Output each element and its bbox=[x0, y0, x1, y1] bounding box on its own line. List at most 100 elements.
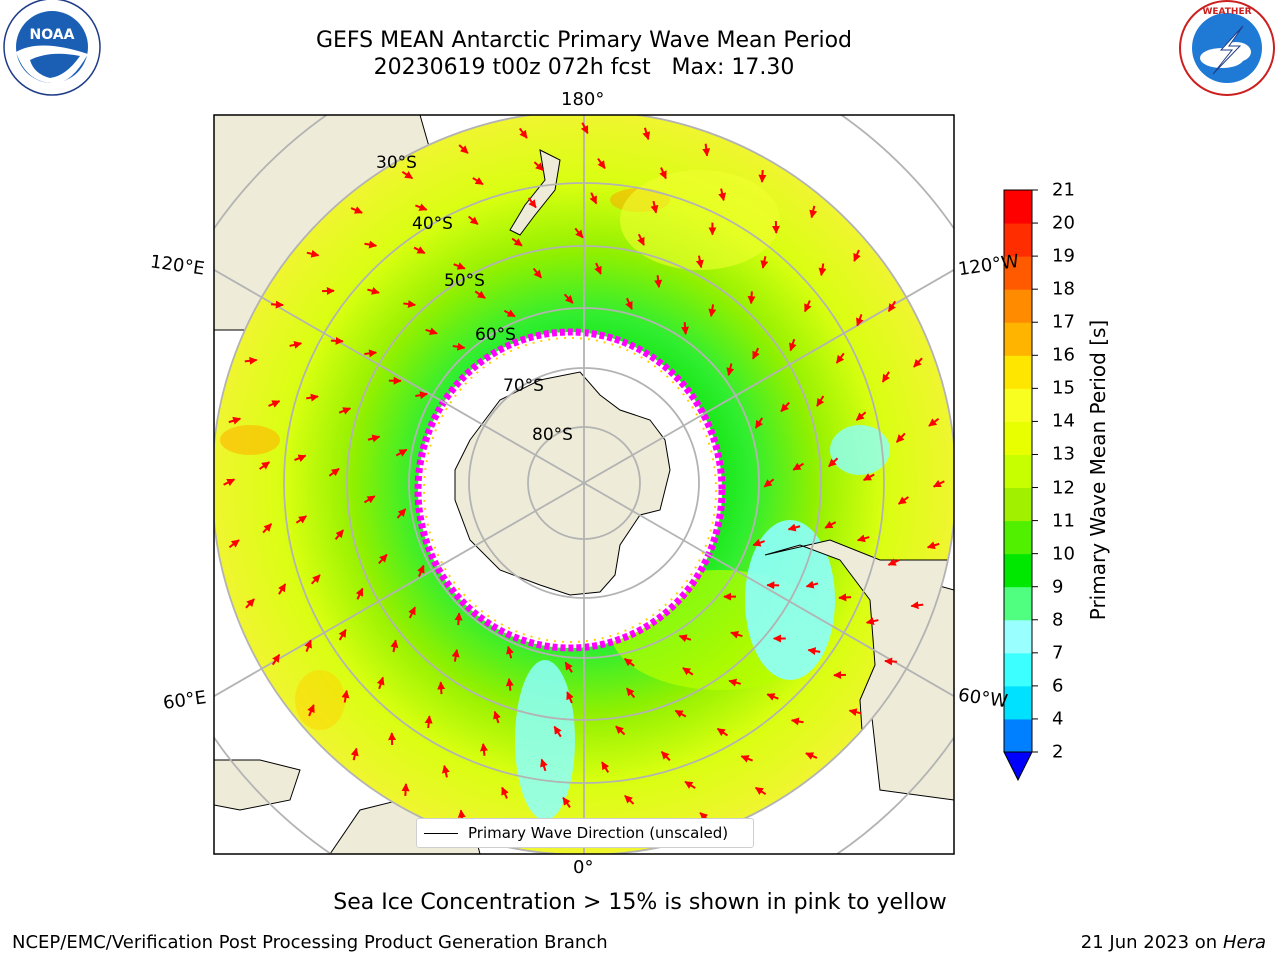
wave-arrow bbox=[527, 197, 537, 209]
africa-land bbox=[214, 759, 301, 811]
colorbar-tick-label: 21 bbox=[1052, 179, 1075, 201]
wave-arrow bbox=[289, 340, 303, 349]
wave-arrow bbox=[862, 473, 875, 482]
colorbar-tick-label: 10 bbox=[1052, 543, 1075, 565]
colorbar-segment bbox=[1004, 190, 1032, 224]
wave-arrow bbox=[594, 262, 602, 275]
wave-arrow bbox=[271, 653, 281, 666]
wave-arrow bbox=[853, 249, 861, 262]
colorbar-label: Primary Wave Mean Period [s] bbox=[1086, 319, 1110, 621]
colorbar-tick-label: 2 bbox=[1052, 741, 1064, 763]
wave-arrow bbox=[702, 143, 711, 157]
wave-arrow bbox=[718, 188, 727, 202]
wave-arrow bbox=[807, 647, 821, 656]
lat-label-60s: 60°S bbox=[475, 325, 516, 345]
graticule bbox=[214, 115, 954, 854]
wave-arrow bbox=[881, 371, 890, 383]
wave-arrow bbox=[468, 215, 479, 226]
wave-arrow bbox=[818, 263, 827, 277]
wave-arrow bbox=[425, 327, 438, 336]
lat-label-70s: 70°S bbox=[503, 376, 544, 396]
wave-arrow bbox=[754, 786, 767, 796]
colorbar-segment bbox=[1004, 421, 1032, 455]
wave-arrow bbox=[453, 262, 466, 270]
colorbar-segment bbox=[1004, 322, 1032, 356]
date-text: 21 Jun 2023 on bbox=[1080, 932, 1218, 953]
wave-arrow bbox=[580, 122, 589, 135]
colorbar-tick-label: 12 bbox=[1052, 477, 1075, 499]
colorbar-segment bbox=[1004, 553, 1032, 588]
colorbar-segment bbox=[1004, 223, 1032, 257]
wave-arrow bbox=[597, 158, 606, 170]
wave-arrow bbox=[563, 293, 574, 304]
wave-arrow bbox=[624, 657, 635, 667]
wave-arrow bbox=[865, 617, 879, 626]
wave-arrow bbox=[268, 400, 281, 408]
wave-direction-arrows bbox=[223, 122, 945, 844]
wave-arrow bbox=[654, 275, 663, 288]
wave-arrow bbox=[228, 539, 240, 549]
wave-arrow bbox=[472, 177, 484, 186]
wave-arrow bbox=[678, 634, 692, 643]
wave-arrow bbox=[493, 710, 501, 724]
wave-arrow bbox=[805, 752, 818, 760]
wave-arrow bbox=[408, 606, 416, 619]
wave-arrow bbox=[932, 479, 945, 488]
colorbar-segment bbox=[1004, 619, 1032, 654]
sea-ice-caption: Sea Ice Concentration > 15% is shown in … bbox=[333, 890, 947, 915]
wave-arrow bbox=[506, 645, 514, 659]
wave-arrow bbox=[532, 267, 543, 279]
colorbar-border bbox=[1003, 189, 1033, 753]
wave-arrow bbox=[637, 233, 645, 246]
wave-arrow bbox=[304, 639, 312, 652]
wave-arrow bbox=[458, 144, 469, 154]
lon-label-180: 180° bbox=[561, 89, 605, 110]
colorbar-segment bbox=[1004, 685, 1032, 720]
colorbar-segment bbox=[1004, 454, 1032, 489]
wave-arrow bbox=[650, 200, 659, 214]
wave-arrow bbox=[895, 432, 906, 443]
wave-arrow bbox=[828, 457, 839, 468]
wave-arrow bbox=[816, 395, 825, 407]
colorbar-tick-label: 16 bbox=[1052, 344, 1075, 366]
map-title: GEFS MEAN Antarctic Primary Wave Mean Pe… bbox=[315, 28, 853, 53]
wave-arrow bbox=[682, 667, 694, 676]
colorbar-tick-label: 9 bbox=[1052, 576, 1064, 598]
wave-arrow bbox=[760, 256, 769, 269]
lat-label-30s: 30°S bbox=[376, 153, 417, 173]
wave-arrow bbox=[367, 434, 381, 443]
wave-arrow bbox=[396, 508, 407, 519]
wave-arrow bbox=[395, 448, 408, 457]
noaa-logo-text: NOAA bbox=[30, 27, 75, 43]
wave-arrow bbox=[681, 322, 690, 335]
wave-arrow bbox=[835, 352, 845, 364]
wave-arrow bbox=[625, 297, 633, 310]
wave-arrow bbox=[474, 290, 486, 299]
colorbar-tick-label: 13 bbox=[1052, 443, 1075, 465]
wave-arrow bbox=[306, 249, 320, 258]
wave-arrow bbox=[848, 708, 862, 717]
wave-arrow bbox=[378, 553, 388, 565]
wave-arrow bbox=[780, 401, 790, 413]
wave-arrow bbox=[259, 461, 271, 470]
wave-arrow bbox=[271, 300, 284, 309]
wave-arrow bbox=[413, 246, 426, 255]
wave-arrow bbox=[803, 300, 812, 313]
wave-arrow bbox=[350, 747, 359, 761]
colorbar-segment bbox=[1004, 289, 1032, 323]
wave-arrow bbox=[660, 751, 671, 762]
wave-arrow bbox=[615, 725, 626, 736]
lat-label-50s: 50°S bbox=[444, 271, 485, 291]
wave-arrow bbox=[479, 743, 488, 756]
wave-arrow bbox=[437, 681, 446, 695]
wave-arrow bbox=[726, 363, 735, 376]
wave-arrow bbox=[574, 227, 584, 239]
wave-arrow bbox=[747, 291, 756, 305]
wave-arrow bbox=[245, 598, 255, 609]
colorbar-extend-triangle bbox=[1003, 751, 1033, 782]
legend-label: Primary Wave Direction (unscaled) bbox=[468, 824, 729, 842]
wave-arrow bbox=[417, 564, 425, 577]
wave-arrow bbox=[330, 336, 344, 345]
wave-arrow bbox=[566, 691, 574, 704]
wave-arrow bbox=[790, 717, 804, 726]
